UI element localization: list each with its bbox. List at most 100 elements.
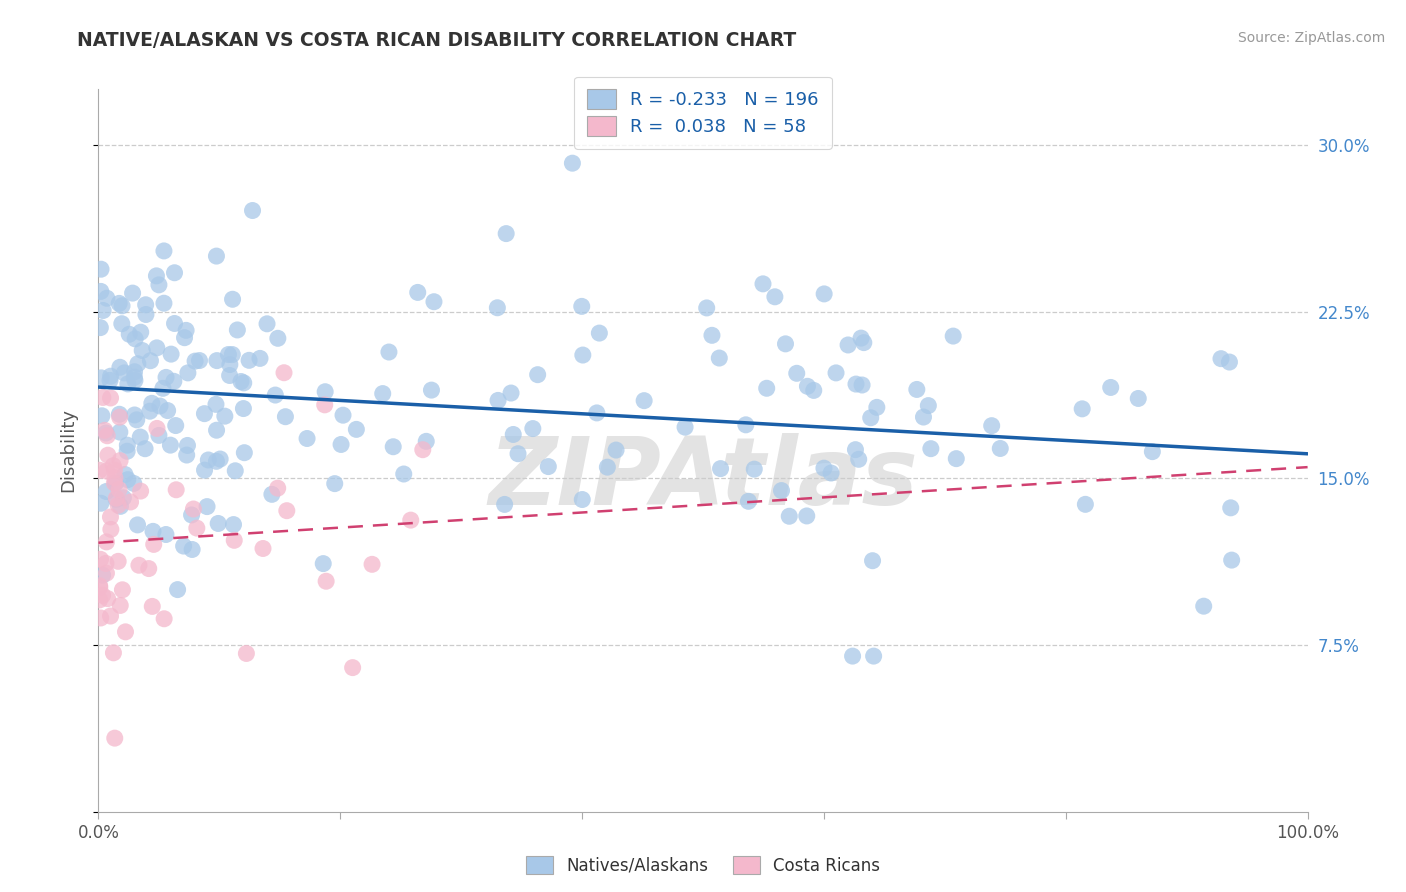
Point bbox=[174, 323, 197, 337]
Point bbox=[332, 408, 354, 422]
Point bbox=[114, 467, 136, 482]
Point bbox=[197, 453, 219, 467]
Point bbox=[494, 497, 516, 511]
Point bbox=[176, 448, 198, 462]
Point bbox=[108, 425, 131, 439]
Point bbox=[94, 425, 117, 440]
Point bbox=[506, 447, 529, 461]
Point bbox=[571, 299, 593, 313]
Point bbox=[848, 452, 870, 467]
Point bbox=[673, 420, 696, 434]
Y-axis label: Disability: Disability bbox=[59, 409, 77, 492]
Point bbox=[274, 409, 297, 424]
Point bbox=[112, 491, 135, 505]
Point bbox=[148, 277, 170, 292]
Point bbox=[122, 476, 145, 491]
Point bbox=[89, 579, 111, 593]
Point bbox=[214, 409, 236, 424]
Point bbox=[232, 376, 254, 390]
Point bbox=[89, 320, 111, 334]
Point bbox=[837, 338, 859, 352]
Point bbox=[124, 408, 146, 422]
Point bbox=[486, 393, 509, 408]
Text: NATIVE/ALASKAN VS COSTA RICAN DISABILITY CORRELATION CHART: NATIVE/ALASKAN VS COSTA RICAN DISABILITY… bbox=[77, 31, 797, 50]
Point bbox=[165, 483, 187, 497]
Point bbox=[142, 524, 165, 539]
Point bbox=[103, 475, 125, 490]
Point bbox=[242, 203, 264, 218]
Point bbox=[844, 442, 866, 457]
Point bbox=[205, 423, 228, 437]
Point bbox=[499, 386, 522, 401]
Point bbox=[1074, 497, 1097, 511]
Point bbox=[522, 421, 544, 435]
Point bbox=[148, 428, 170, 442]
Point bbox=[94, 557, 117, 571]
Point bbox=[495, 227, 517, 241]
Point bbox=[128, 558, 150, 573]
Point bbox=[100, 609, 122, 624]
Point bbox=[399, 513, 422, 527]
Point bbox=[312, 557, 335, 571]
Point bbox=[195, 500, 218, 514]
Point bbox=[755, 381, 778, 395]
Text: ZIPAtlas: ZIPAtlas bbox=[488, 434, 918, 525]
Point bbox=[770, 483, 793, 498]
Point bbox=[205, 397, 228, 411]
Point bbox=[146, 421, 169, 435]
Point bbox=[232, 401, 254, 416]
Point bbox=[125, 413, 148, 427]
Point bbox=[124, 365, 146, 379]
Point bbox=[181, 542, 204, 557]
Point bbox=[165, 418, 187, 433]
Point bbox=[423, 294, 446, 309]
Point bbox=[224, 464, 246, 478]
Point bbox=[107, 554, 129, 568]
Point bbox=[134, 442, 156, 456]
Point bbox=[160, 347, 183, 361]
Point bbox=[107, 498, 129, 512]
Point bbox=[249, 351, 271, 366]
Point bbox=[205, 454, 228, 468]
Point bbox=[108, 360, 131, 375]
Point bbox=[696, 301, 718, 315]
Point bbox=[588, 326, 610, 340]
Point bbox=[361, 558, 384, 572]
Point bbox=[813, 286, 835, 301]
Point bbox=[276, 504, 298, 518]
Point bbox=[90, 611, 112, 625]
Point bbox=[1220, 553, 1243, 567]
Point bbox=[862, 649, 884, 664]
Point bbox=[104, 476, 127, 491]
Point bbox=[103, 458, 125, 473]
Point bbox=[193, 463, 215, 477]
Point bbox=[1142, 444, 1164, 458]
Point bbox=[139, 404, 162, 418]
Point bbox=[135, 308, 157, 322]
Point bbox=[111, 317, 134, 331]
Point bbox=[163, 374, 186, 388]
Point bbox=[100, 369, 122, 384]
Point bbox=[852, 335, 875, 350]
Legend: Natives/Alaskans, Costa Ricans: Natives/Alaskans, Costa Ricans bbox=[526, 856, 880, 874]
Point bbox=[173, 331, 195, 345]
Point bbox=[93, 423, 115, 437]
Point bbox=[114, 624, 136, 639]
Legend: R = -0.233   N = 196, R =  0.038   N = 58: R = -0.233 N = 196, R = 0.038 N = 58 bbox=[575, 77, 831, 149]
Point bbox=[96, 484, 118, 499]
Point bbox=[813, 461, 835, 475]
Point bbox=[89, 552, 111, 566]
Point bbox=[120, 495, 142, 509]
Point bbox=[108, 483, 131, 497]
Point bbox=[90, 262, 112, 277]
Point bbox=[252, 541, 274, 556]
Point bbox=[845, 377, 868, 392]
Point bbox=[103, 646, 125, 660]
Point bbox=[260, 487, 283, 501]
Point bbox=[752, 277, 775, 291]
Point bbox=[127, 517, 149, 532]
Point bbox=[866, 401, 889, 415]
Point bbox=[111, 582, 134, 597]
Point bbox=[796, 508, 818, 523]
Point bbox=[91, 568, 114, 582]
